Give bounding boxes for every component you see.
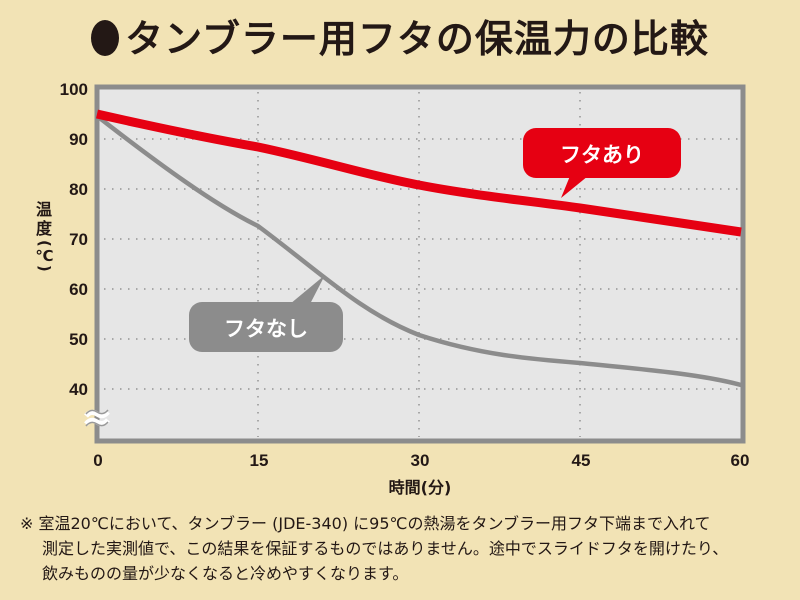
y-tick-50: 50 <box>69 330 88 349</box>
x-tick-30: 30 <box>411 451 430 470</box>
y-axis-title-char: 温 <box>35 200 52 219</box>
footnote-line-2: 測定した実測値で、この結果を保証するものではありません。途中でスライドフタを開け… <box>42 539 729 558</box>
footnote-line-3: 飲みものの量が少なくなると冷めやすくなります。 <box>42 564 409 583</box>
callout-with-lid: フタあり <box>523 128 681 198</box>
y-tick-40: 40 <box>69 380 88 399</box>
y-axis-ticks: 100 90 80 70 60 50 40 <box>60 80 88 399</box>
y-axis-title-unit: (℃) <box>35 240 54 272</box>
callout-with-lid-label: フタあり <box>560 143 644 167</box>
bullet-icon <box>91 20 120 56</box>
series-line-with-lid <box>96 109 742 237</box>
x-tick-60: 60 <box>731 451 750 470</box>
y-tick-80: 80 <box>69 180 88 199</box>
axis-break-icon <box>84 409 110 427</box>
chart-title-text: タンブラー用フタの保温力の比較 <box>125 17 709 61</box>
y-axis-title-char: 度 <box>35 219 52 238</box>
footnote-line-1: ※ 室温20℃において、タンブラー (JDE-340) に95℃の熱湯をタンブラ… <box>20 514 711 533</box>
x-tick-15: 15 <box>250 451 269 470</box>
y-tick-90: 90 <box>69 130 88 149</box>
y-tick-70: 70 <box>69 230 88 249</box>
chart-title: タンブラー用フタの保温力の比較 <box>0 8 800 63</box>
y-axis-title: 温 度 (℃) <box>34 200 54 272</box>
series-line-without-lid <box>94 113 744 388</box>
callout-without-lid: フタなし <box>189 275 343 352</box>
x-axis-title: 時間(分) <box>388 478 452 497</box>
y-tick-60: 60 <box>69 280 88 299</box>
x-axis-ticks: 0 15 30 45 60 <box>93 451 749 470</box>
callout-without-lid-label: フタなし <box>224 317 308 341</box>
footnote: ※ 室温20℃において、タンブラー (JDE-340) に95℃の熱湯をタンブラ… <box>20 511 800 586</box>
y-tick-100: 100 <box>60 80 88 99</box>
x-tick-0: 0 <box>93 451 102 470</box>
x-tick-45: 45 <box>572 451 591 470</box>
